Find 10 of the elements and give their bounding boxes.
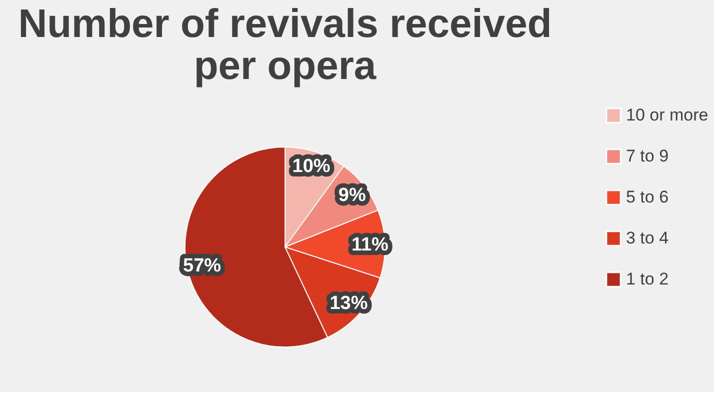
legend-label: 10 or more — [626, 106, 708, 124]
data-label: 10% — [292, 156, 330, 178]
legend-label: 7 to 9 — [626, 146, 669, 166]
text: Number of revivals received — [18, 2, 552, 46]
text: per opera — [194, 44, 376, 88]
legend-label: 5 to 6 — [626, 188, 669, 206]
legend-label: 3 to 4 — [626, 228, 669, 248]
data-label: 9% — [338, 184, 366, 206]
legend-label: 1 to 2 — [626, 270, 669, 288]
data-label: 13% — [330, 293, 368, 314]
